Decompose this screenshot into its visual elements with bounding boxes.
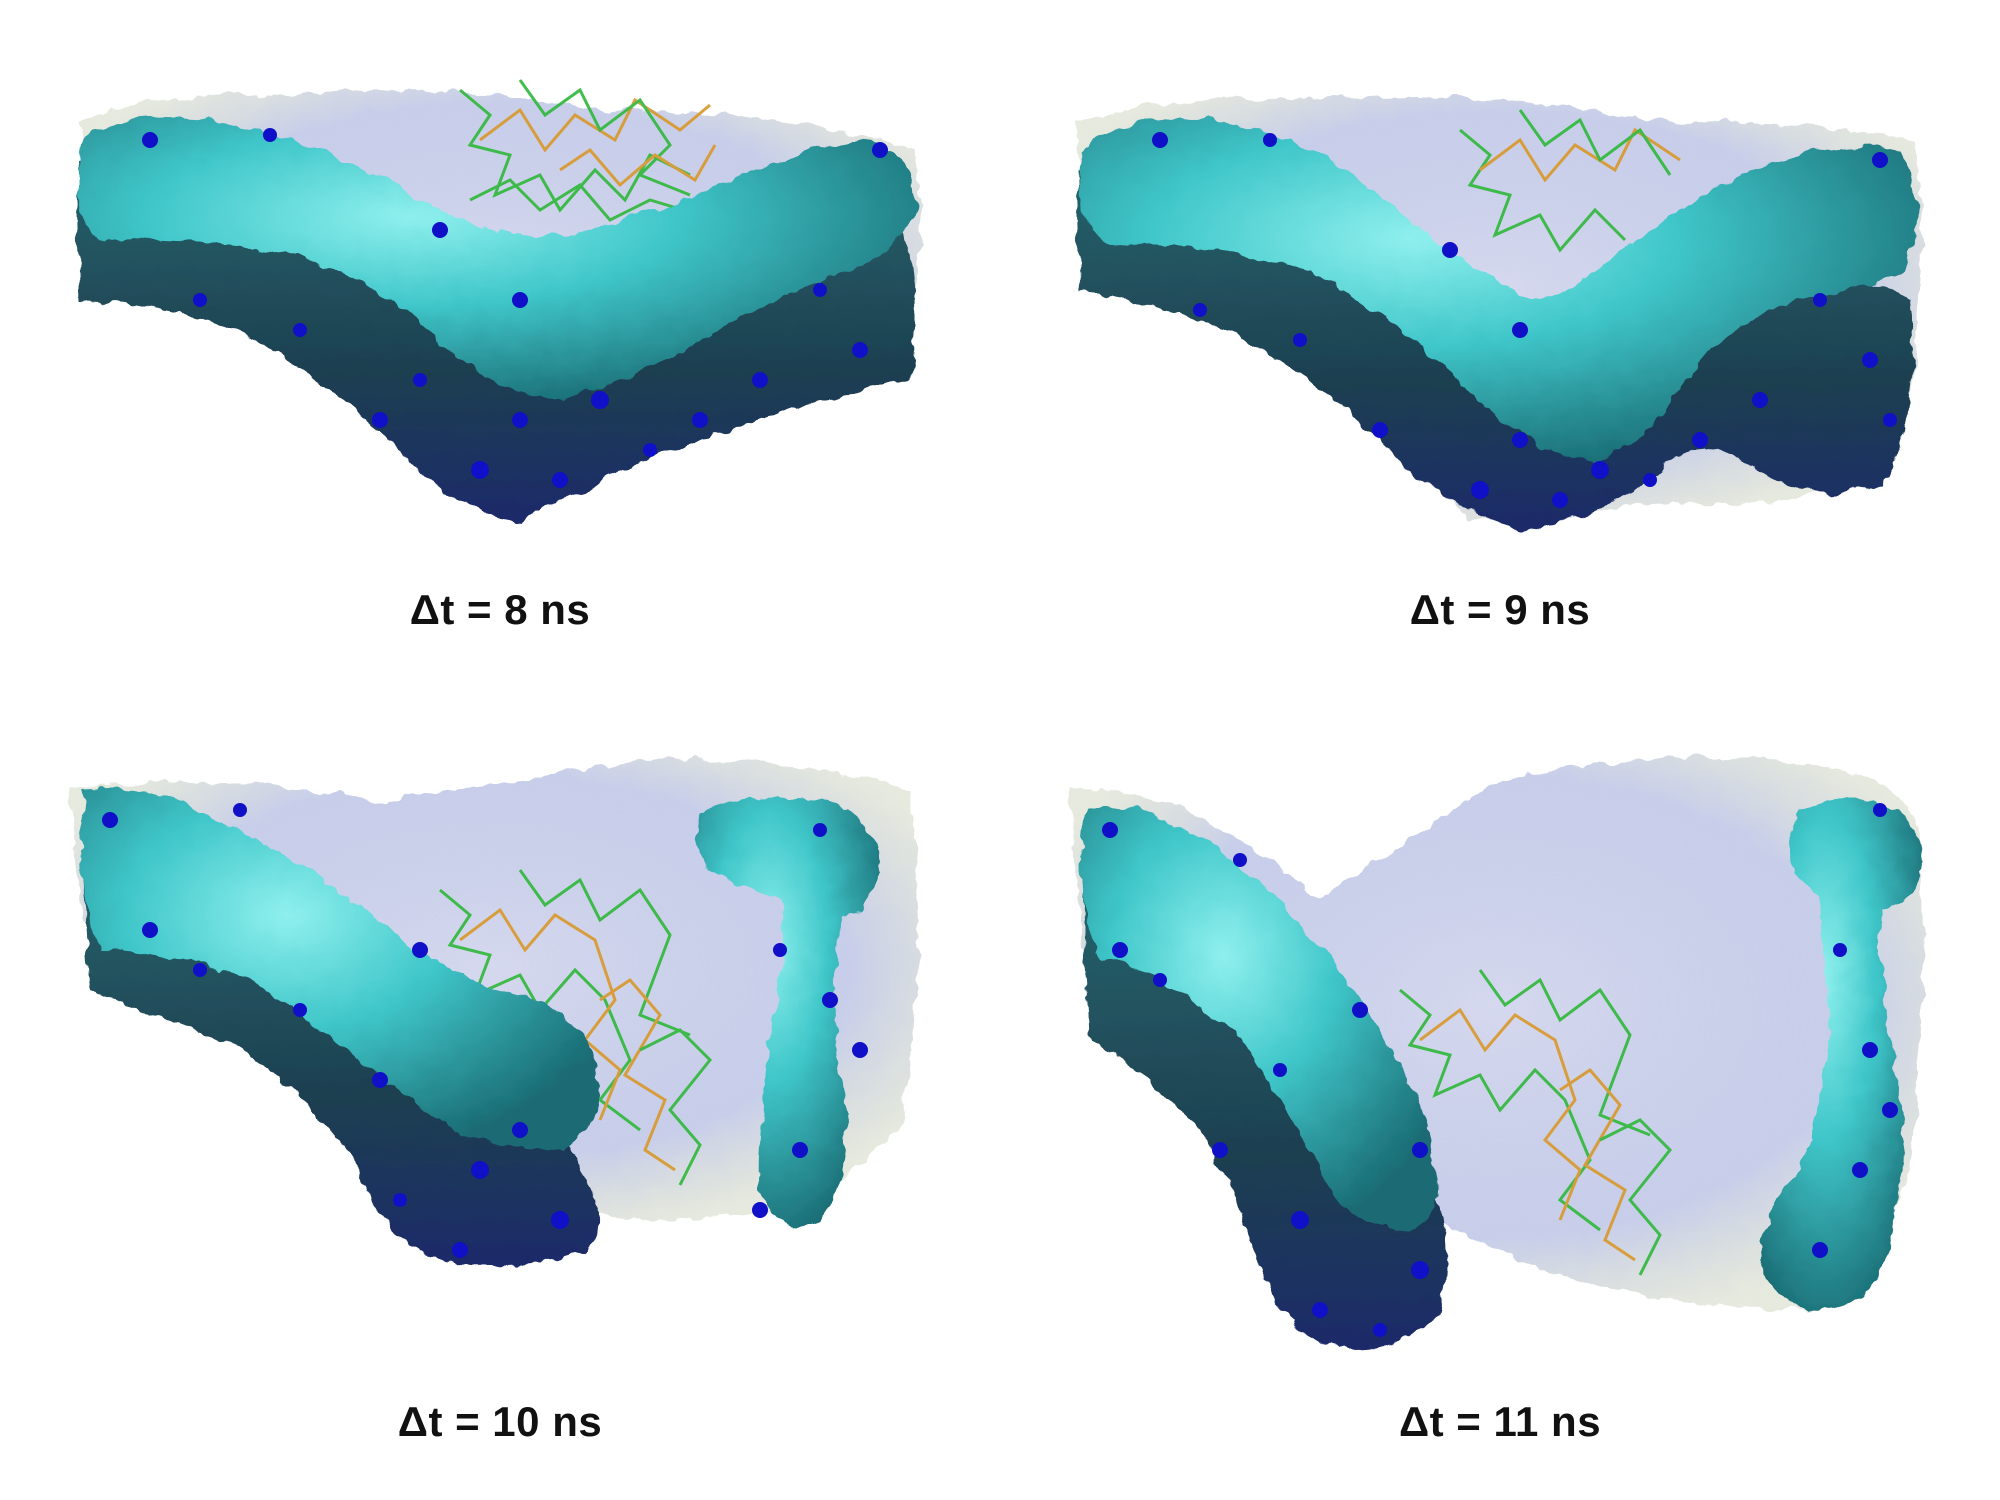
ligand-cluster bbox=[459, 79, 717, 222]
blue-speckles bbox=[1152, 132, 1897, 508]
surface-ridge bbox=[75, 117, 916, 400]
ghost-surface bbox=[1070, 757, 1924, 1310]
blue-speckles bbox=[142, 128, 888, 488]
ligand-cluster bbox=[1399, 969, 1673, 1276]
protein-surface-image bbox=[70, 759, 918, 1265]
ligand-cluster bbox=[439, 869, 713, 1186]
blue-speckles bbox=[1102, 803, 1898, 1337]
blue-speckles bbox=[102, 803, 868, 1258]
right-arm bbox=[1760, 800, 1923, 1310]
time-label: Δt = 8 ns bbox=[409, 586, 591, 633]
time-label: Δt = 11 ns bbox=[1398, 1398, 1602, 1445]
surface-ridge bbox=[1076, 119, 1917, 460]
surface-underside bbox=[1080, 870, 1447, 1350]
protein-surface-image bbox=[75, 79, 920, 520]
surface-ridge bbox=[80, 788, 600, 1150]
panel-dt-11: Δt = 11 ns bbox=[1000, 750, 2000, 1500]
panel-dt-8: Δt = 8 ns bbox=[0, 0, 1000, 750]
panel-dt-10: Δt = 10 ns bbox=[0, 750, 1000, 1500]
time-label: Δt = 9 ns bbox=[1409, 586, 1591, 633]
protein-surface-image bbox=[1070, 757, 1924, 1350]
protein-surface-image bbox=[1075, 97, 1922, 531]
surface-ridge bbox=[1080, 806, 1440, 1230]
panel-dt-9: Δt = 9 ns bbox=[1000, 0, 2000, 750]
right-arm bbox=[696, 796, 880, 1226]
time-label: Δt = 10 ns bbox=[397, 1398, 603, 1445]
